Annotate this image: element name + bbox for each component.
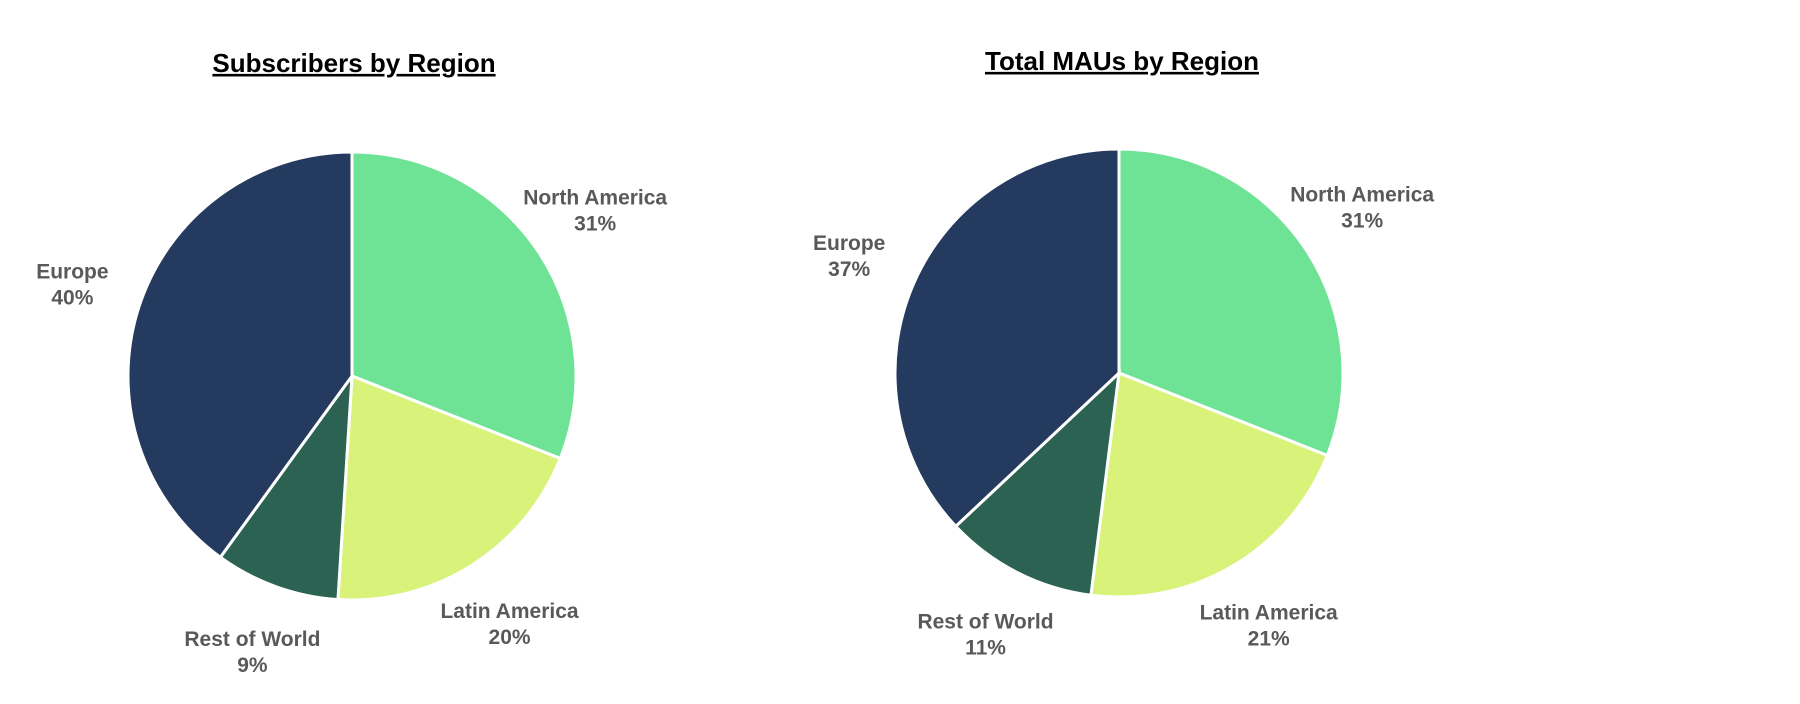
slice-value-label: 21%	[1248, 628, 1290, 651]
slice-category-label: North America	[1290, 183, 1434, 206]
pie-slice	[336, 373, 563, 602]
chart-title: Total MAUs by Region	[985, 46, 1259, 76]
slice-category-label: Latin America	[1200, 602, 1338, 625]
chart-title: Subscribers by Region	[212, 48, 495, 78]
pie-slice	[1089, 370, 1330, 599]
slice-value-label: 31%	[1341, 209, 1383, 232]
slice-category-label: Europe	[36, 261, 108, 284]
slice-category-label: Rest of World	[184, 628, 320, 651]
slice-value-label: 9%	[237, 654, 268, 677]
pie-slice	[218, 370, 354, 602]
slice-value-label: 20%	[489, 626, 531, 649]
slice-category-label: North America	[523, 186, 667, 209]
slice-value-label: 11%	[965, 637, 1006, 660]
slice-category-label: Europe	[813, 232, 885, 255]
pie-slice	[1117, 147, 1345, 458]
slice-value-label: 31%	[574, 212, 616, 235]
slice-value-label: 40%	[51, 287, 93, 310]
pie-slice	[350, 150, 578, 461]
slice-value-label: 37%	[828, 258, 870, 281]
slice-category-label: Rest of World	[917, 611, 1053, 634]
pie-slice	[953, 369, 1122, 597]
pie-slice	[893, 147, 1121, 529]
slice-category-label: Latin America	[440, 600, 578, 623]
pie-slice	[126, 150, 354, 560]
